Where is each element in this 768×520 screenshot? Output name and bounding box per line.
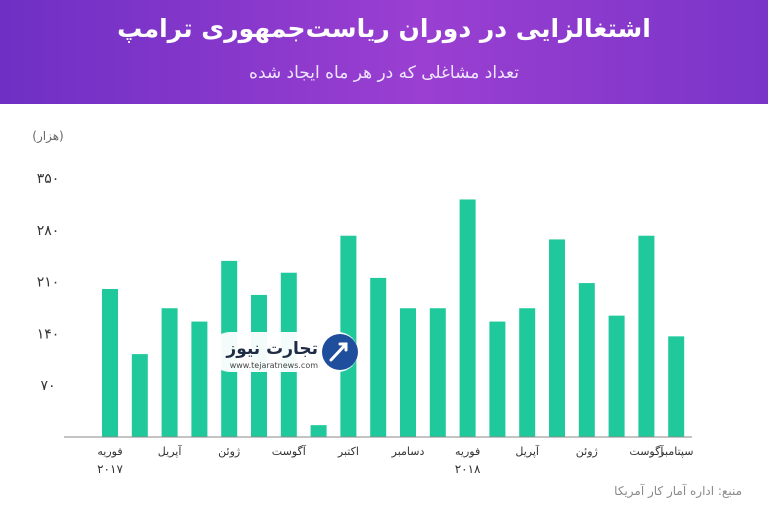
chart-title: اشتغالزایی در دوران ریاست‌جمهوری ترامپ [117,14,651,43]
bar [131,354,148,437]
bar-chart: (هزار) ۷۰ ۱۴۰ ۲۱۰ ۲۸۰ ۳۵۰ فوریه آپریل ژوئن آگوست ا… [32,129,694,476]
bar [668,336,685,437]
y-tick-label: ۱۴۰ [37,326,60,342]
bar [102,289,118,437]
x-year-label: ۲۰۱۷ [97,462,123,476]
watermark-backdrop [210,332,358,372]
bar [310,425,327,437]
y-tick-label: ۷۰ [40,378,55,394]
chart-subtitle: تعداد مشاغلی که در هر ماه ایجاد شده [249,63,519,83]
bar [161,308,178,437]
watermark-name: تجارت نیوز [225,339,318,359]
y-tick-label: ۲۱۰ [37,275,60,291]
bar [578,283,595,437]
x-year-label: ۲۰۱۸ [455,462,481,476]
bar [489,321,506,437]
x-tick-label: فوریه [97,445,122,458]
bar [638,235,655,437]
chart-plot-area: (هزار) ۷۰ ۱۴۰ ۲۱۰ ۲۸۰ ۳۵۰ فوریه آپریل ژوئن آگوست ا… [0,104,768,516]
y-tick-label: ۲۸۰ [37,223,60,239]
bar [608,315,625,437]
x-tick-label: اکتبر [337,445,359,458]
y-tick-label: ۳۵۰ [37,171,60,187]
bar [370,277,387,437]
chart-header: اشتغالزایی در دوران ریاست‌جمهوری ترامپ ت… [0,0,768,104]
x-tick-label: سپتامبر [658,445,694,458]
x-tick-label: آپریل [515,444,540,458]
x-tick-label: دسامبر [391,445,425,458]
bar [429,308,446,437]
x-tick-label: آگوست [629,444,664,458]
source-note: منبع: اداره آمار کار آمریکا [614,484,742,498]
x-tick-label: آگوست [272,444,307,458]
watermark-arrow-icon [329,342,348,362]
x-tick-label: ژوئن [576,445,598,458]
bar [519,308,536,437]
x-tick-label: آپریل [158,444,183,458]
bar [459,199,476,437]
x-tick-label: ژوئن [218,445,240,458]
watermark-url: www.tejaratnews.com [230,361,318,370]
x-tick-label: فوریه [455,445,480,458]
watermark-logo: تجارت نیوز www.tejaratnews.com [210,332,358,372]
bar [549,239,565,437]
bar [191,321,208,437]
bar [400,308,416,437]
y-axis-unit-label: (هزار) [32,129,63,144]
